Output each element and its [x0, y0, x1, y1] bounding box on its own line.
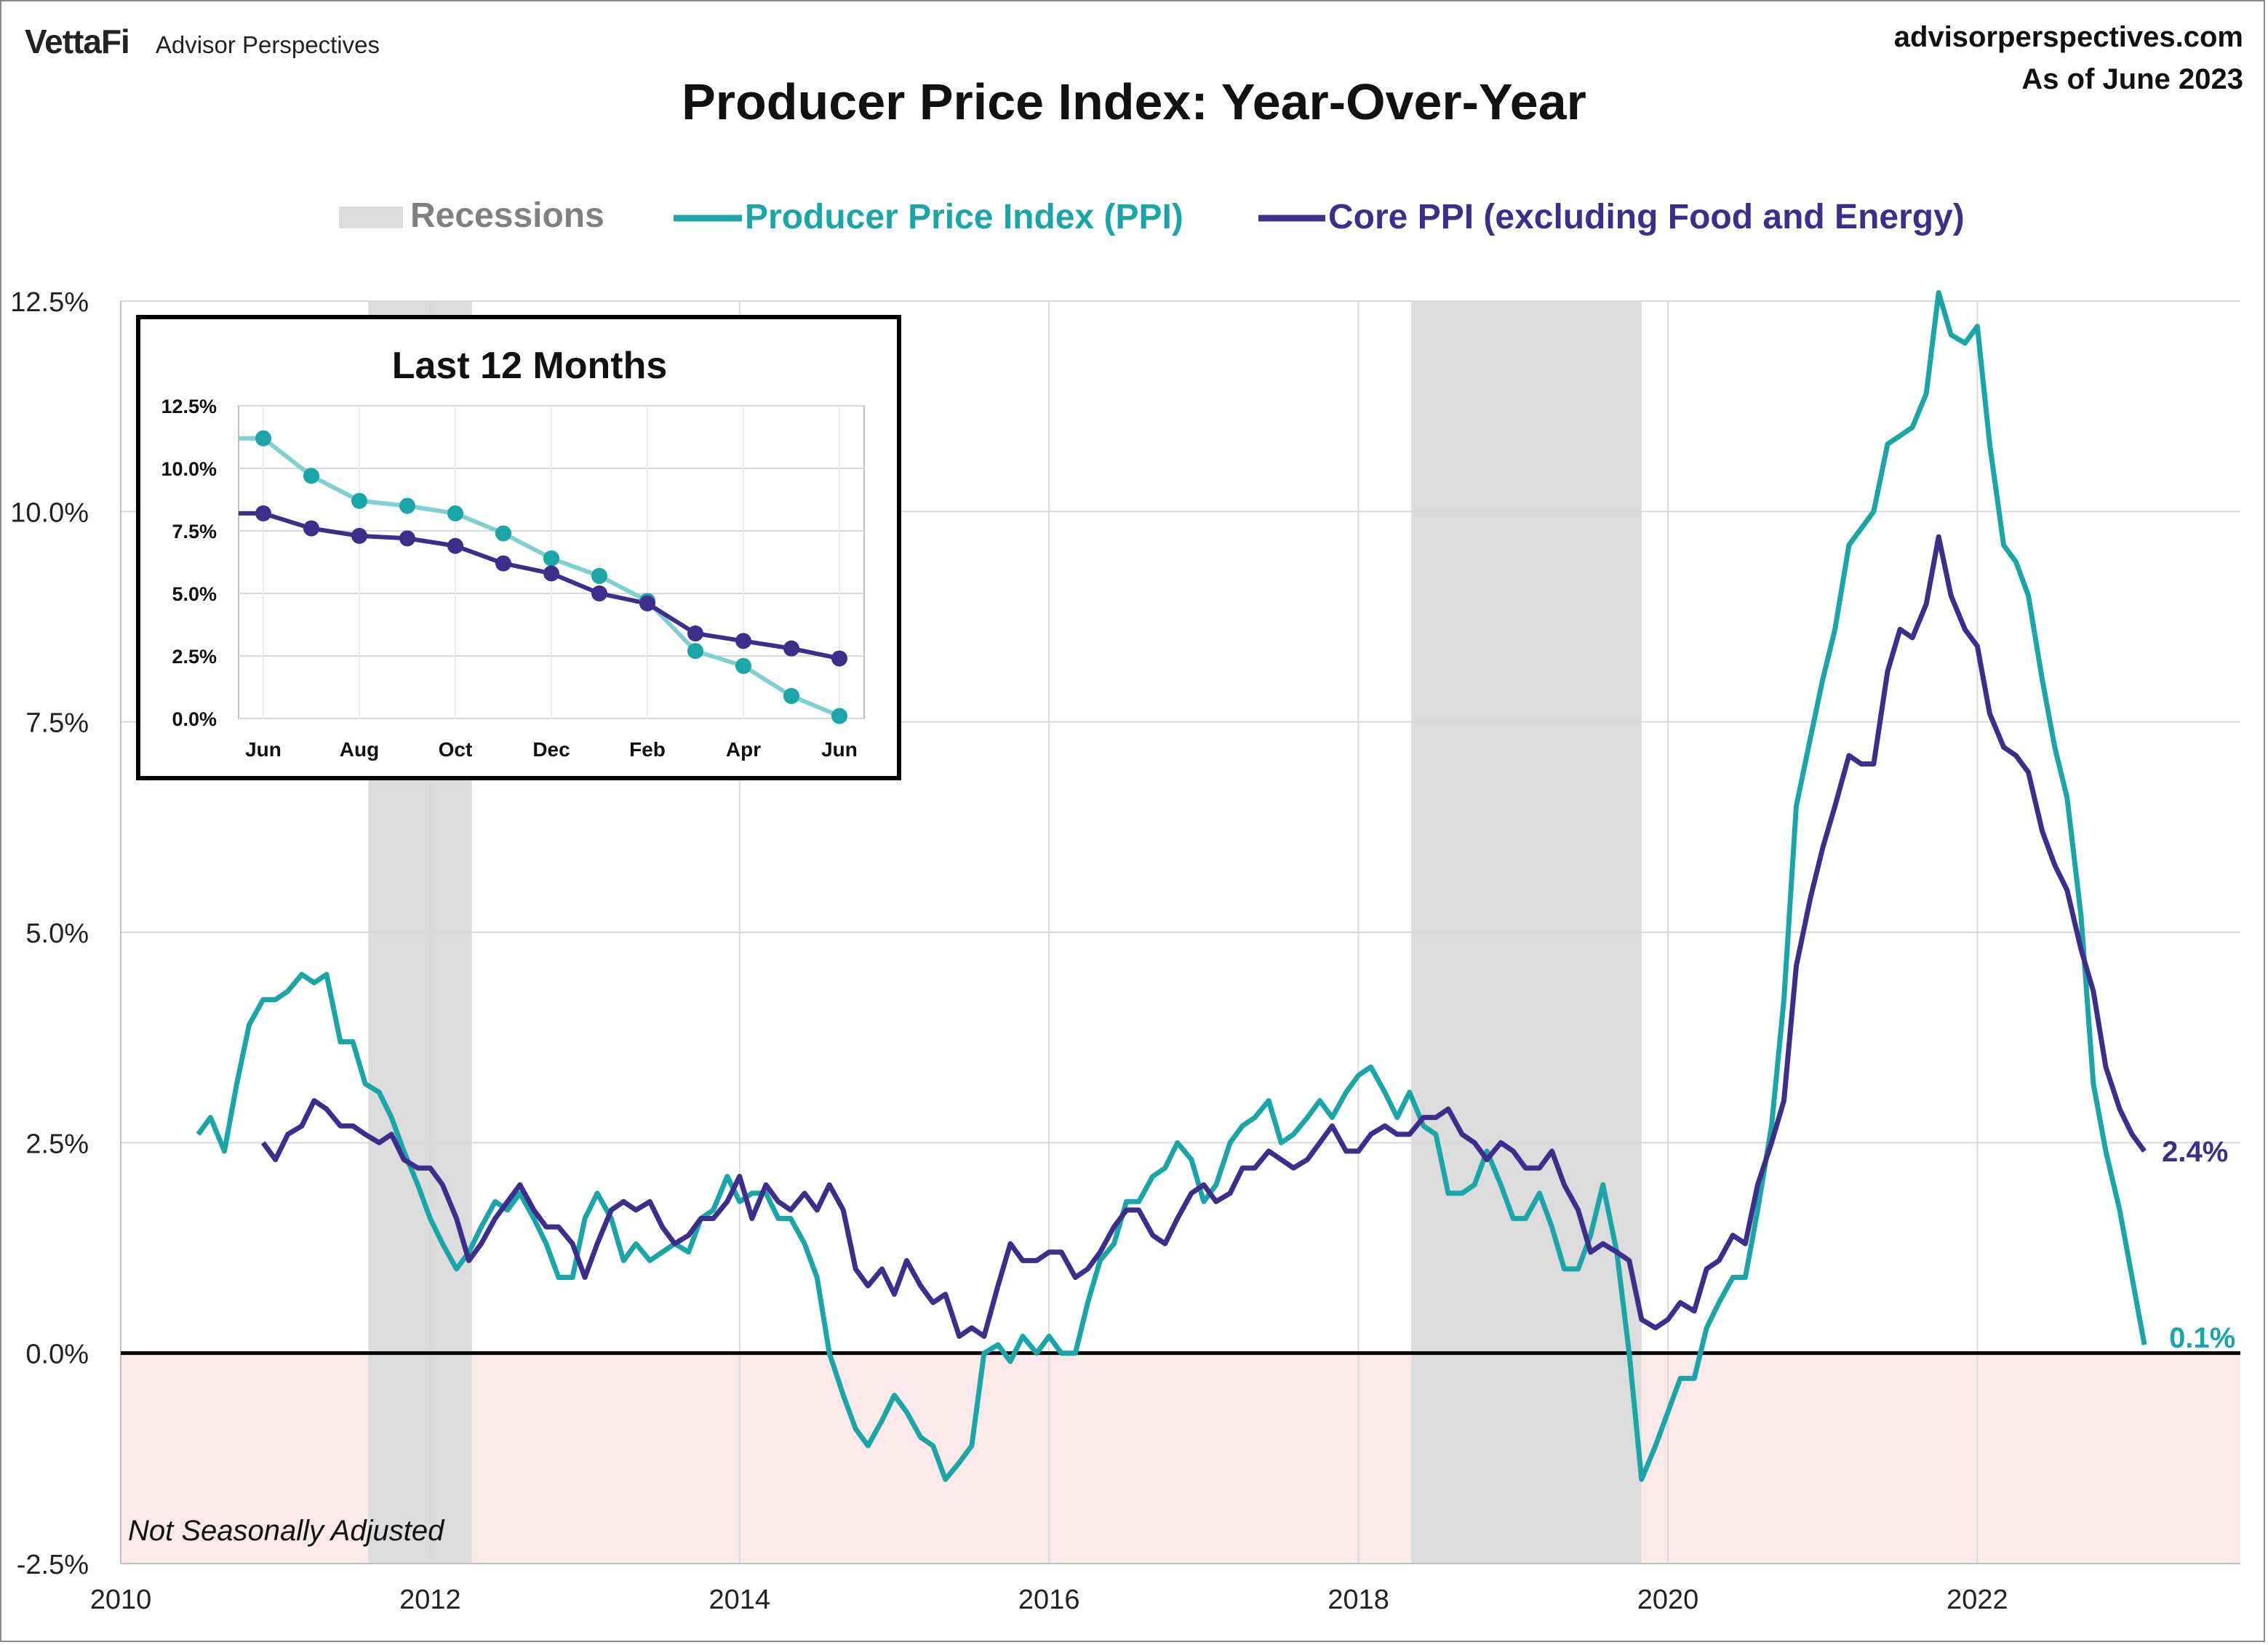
inset-ppi-line [239, 436, 841, 719]
as-of-label: As of June 2023 [2021, 63, 2243, 95]
y-tick-label: 2.5% [25, 1129, 89, 1159]
negative-zone [121, 1353, 2240, 1564]
inset-x-tick-label: Jun [821, 738, 858, 761]
brand: VettaFi Advisor Perspectives [25, 22, 380, 61]
inset-core-point [303, 520, 319, 537]
inset-core-point [639, 595, 655, 612]
note-label: Not Seasonally Adjusted [128, 1515, 445, 1547]
inset-core-point [495, 555, 511, 572]
main-plot: -2.5% 0.0% 2.5% 5.0% 7.5% 10.0% 12.5% 2010 2012… [10, 287, 2240, 1615]
inset-ppi-point [687, 643, 703, 660]
inset-y-tick-label: 2.5% [172, 646, 217, 668]
brand-logo: VettaFi [25, 23, 130, 60]
inset-y-tick-label: 5.0% [172, 583, 217, 605]
legend-recessions-swatch [339, 207, 403, 228]
inset-x-tick-label: Oct [439, 738, 473, 761]
x-tick-label: 2018 [1327, 1585, 1389, 1615]
legend-recessions-label: Recessions [410, 196, 604, 235]
core-end-label: 2.4% [2162, 1136, 2228, 1168]
inset-core-point [735, 633, 751, 649]
inset-x-tick-label: Jun [245, 738, 281, 761]
ppi-series-line [196, 289, 2147, 1482]
inset-core-point [591, 585, 607, 601]
inset-core-point [255, 505, 271, 521]
x-tick-label: 2010 [90, 1585, 152, 1615]
legend-core-label: Core PPI (excluding Food and Energy) [1328, 198, 1965, 236]
inset-x-tick-label: Aug [340, 738, 379, 761]
inset-ppi-point [591, 567, 607, 584]
inset-ppi-point [543, 550, 559, 567]
inset-ppi-point [447, 505, 463, 521]
legend: Recessions Producer Price Index (PPI) Co… [339, 196, 1965, 236]
inset-ppi-point [495, 525, 511, 542]
inset-y-tick-label: 12.5% [161, 396, 217, 417]
x-tick-label: 2012 [399, 1585, 461, 1615]
site-info: advisorperspectives.com As of June 2023 [1894, 16, 2243, 100]
y-tick-label: 0.0% [25, 1340, 89, 1370]
inset-core-point [831, 650, 847, 667]
inset-ppi-point [831, 708, 847, 724]
y-tick-label: 7.5% [25, 708, 89, 739]
inset-core-point [687, 625, 703, 642]
y-tick-label: -2.5% [17, 1550, 89, 1580]
inset-x-tick-label: Apr [726, 738, 761, 761]
inset-box [136, 315, 901, 780]
x-tick-label: 2020 [1637, 1585, 1699, 1615]
chart-title: Producer Price Index: Year-Over-Year [682, 73, 1586, 130]
brand-name: Advisor Perspectives [155, 31, 380, 58]
inset-ppi-point [303, 468, 319, 484]
y-tick-label: 5.0% [25, 918, 89, 949]
inset-core-line [239, 511, 840, 661]
inset-core-point [783, 640, 799, 657]
inset-core-point [351, 527, 367, 544]
core-series-line [260, 534, 2147, 1339]
inset-chart: Last 12 Months 0.0% 2.5% 5.0% 7.5% 10.0% 12.5… [136, 315, 901, 780]
inset-ppi-point [735, 657, 751, 674]
website-label: advisorperspectives.com [1893, 21, 2243, 53]
y-tick-label: 12.5% [10, 287, 89, 318]
inset-ppi-point [783, 688, 799, 705]
inset-ppi-point [351, 492, 367, 509]
legend-ppi-label: Producer Price Index (PPI) [745, 198, 1183, 236]
y-tick-label: 10.0% [10, 497, 89, 528]
ppi-end-label: 0.1% [2169, 1322, 2235, 1354]
inset-y-tick-label: 10.0% [161, 458, 217, 480]
inset-x-tick-label: Dec [532, 738, 570, 761]
inset-core-point [447, 537, 463, 554]
x-tick-label: 2014 [709, 1585, 771, 1615]
inset-core-point [543, 565, 559, 582]
inset-x-tick-label: Feb [629, 738, 666, 761]
inset-ppi-point [399, 497, 415, 514]
x-tick-label: 2016 [1018, 1585, 1080, 1615]
inset-y-tick-label: 7.5% [172, 521, 217, 543]
inset-y-tick-label: 0.0% [172, 708, 217, 730]
x-tick-label: 2022 [1946, 1585, 2008, 1615]
inset-title: Last 12 Months [392, 345, 668, 387]
inset-ppi-point [255, 430, 271, 447]
inset-core-point [399, 530, 415, 547]
